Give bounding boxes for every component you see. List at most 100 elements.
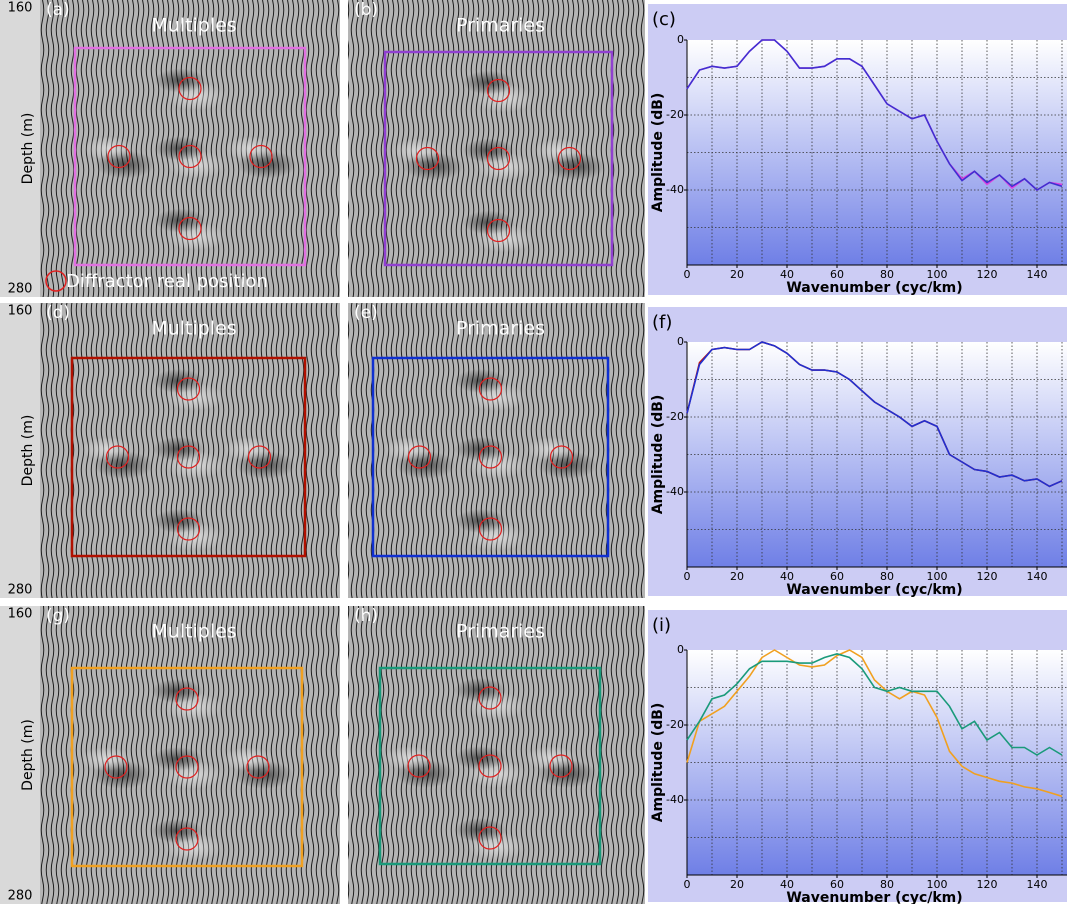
amplitude-blob [223,437,276,461]
diffractor-marker [549,754,573,778]
diffractor-marker [486,146,511,171]
depth-strip [0,0,40,297]
analysis-window [70,356,307,558]
depth-top: 160 [8,304,33,319]
y-tick-label: -20 [666,410,684,423]
y-tick-label: -20 [666,718,684,731]
x-axis-label: Wavenumber (cyc/km) [786,890,962,904]
x-tick-label: 100 [927,878,948,891]
panel-label: (e) [354,303,378,323]
depth-bottom: 280 [8,583,33,598]
depth-strip [0,606,40,904]
amplitude-blob [222,747,274,771]
x-tick-label: 80 [880,878,894,891]
x-tick-label: 40 [780,878,794,891]
x-tick-label: 0 [684,570,691,583]
x-tick-label: 100 [927,570,948,583]
panel-label: (i) [652,615,671,636]
amplitude-blob [383,437,436,461]
diffractor-marker [175,755,199,779]
spectrum-line [686,341,1063,488]
panel-title: Multiples [151,318,236,340]
amplitude-blob [462,70,515,95]
diffractor-marker [178,216,202,241]
depth-label: Depth (m) [20,113,36,185]
panel-label: (a) [46,0,70,20]
amplitude-blob [83,136,135,161]
x-tick-label: 20 [730,570,744,583]
depth-bottom: 280 [8,282,33,297]
diffractor-marker [247,445,272,469]
amplitude-blob [454,437,507,461]
panel-title: Primaries [456,318,545,340]
diffractor-marker [104,755,128,779]
amplitude-blob [81,437,134,461]
x-tick-label: 120 [977,268,998,281]
amplitude-blob [154,68,206,93]
analysis-window [383,50,614,267]
amplitude-blob [152,369,205,393]
diffractor-marker [549,445,574,469]
depth-bottom: 280 [8,889,33,904]
amplitude-blob [454,818,506,842]
panel-label: (d) [46,303,70,323]
amplitude-blob [391,138,444,163]
diffractor-marker [478,686,502,710]
amplitude-blob [152,437,205,461]
depth-strip [0,303,40,598]
x-tick-label: 0 [684,268,691,281]
depth-top: 160 [8,607,33,622]
y-tick-label: 0 [677,643,684,656]
diffractor-marker [486,78,511,103]
diffractor-marker [415,146,440,171]
amplitude-blob [152,509,205,533]
x-tick-label: 120 [977,878,998,891]
depth-label: Depth (m) [20,415,36,487]
x-axis-label: Wavenumber (cyc/km) [786,582,962,598]
x-tick-label: 60 [830,570,844,583]
diffractor-marker [178,76,202,101]
y-tick-label: -40 [666,183,684,196]
amplitude-blob [454,369,507,393]
analysis-window [73,46,307,267]
x-tick-label: 20 [730,268,744,281]
diffractor-marker [105,445,130,469]
x-tick-label: 0 [684,878,691,891]
amplitude-blob [525,437,578,461]
x-axis-label: Wavenumber (cyc/km) [786,280,962,296]
x-tick-label: 40 [780,268,794,281]
panel-label: (c) [652,9,676,30]
x-tick-label: 100 [927,268,948,281]
diffractor-marker [478,826,502,850]
amplitude-blob [533,138,586,163]
diffractor-marker [107,144,131,169]
y-axis-label: Amplitude (dB) [650,703,666,823]
y-axis-label: Amplitude (dB) [650,395,666,515]
amplitude-blob [454,509,507,533]
panel-label: (f) [652,312,672,333]
depth-top: 160 [8,1,33,16]
diffractor-marker [175,827,199,851]
diffractor-marker [176,377,201,401]
amplitude-blob [462,138,515,163]
amplitude-blob [151,819,203,843]
diffractor-marker [557,146,582,171]
y-tick-label: -40 [666,485,684,498]
analysis-window [371,356,610,558]
amplitude-blob [454,678,506,702]
amplitude-blob [454,746,506,770]
panel-title: Multiples [151,621,236,643]
x-tick-label: 40 [780,570,794,583]
panel-label: (b) [354,0,378,20]
analysis-window [378,666,602,866]
diffractor-marker [246,755,270,779]
panel-label: (h) [354,606,378,626]
diffractor-marker [178,144,202,169]
x-tick-label: 140 [1027,878,1048,891]
amplitude-blob [151,747,203,771]
spectrum-line [686,652,1063,756]
amplitude-blob [225,136,277,161]
x-tick-label: 140 [1027,268,1048,281]
diffractor-marker [478,754,502,778]
diffractor-marker [175,687,199,711]
